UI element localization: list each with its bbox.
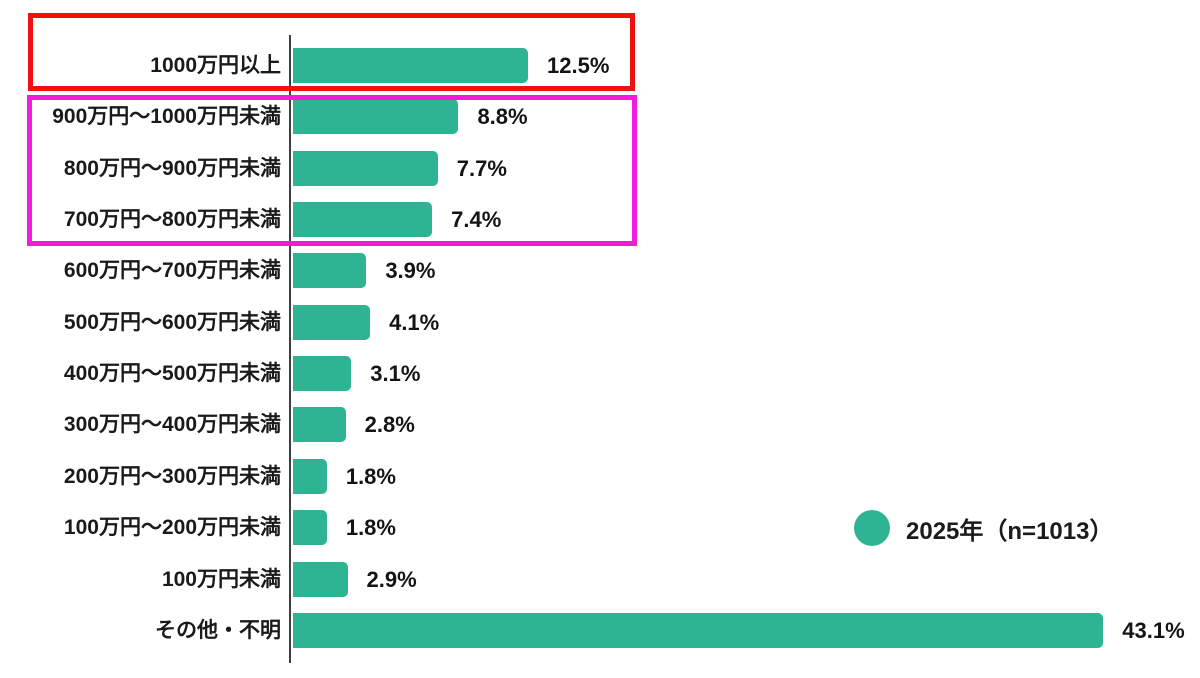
bar <box>293 48 528 83</box>
legend-circle-icon <box>854 510 890 546</box>
value-label: 2.9% <box>366 566 417 592</box>
bar <box>293 150 438 186</box>
category-label: 900万円～1000万円未満 <box>52 105 281 129</box>
category-label: 500万円～600万円未満 <box>63 310 281 334</box>
category-label: 700万円～800万円未満 <box>63 208 281 232</box>
highlight-box-magenta <box>27 95 637 246</box>
bar <box>293 253 367 289</box>
category-label: 300万円～400万円未満 <box>63 413 281 437</box>
bar <box>293 561 348 597</box>
bar <box>293 356 352 392</box>
value-label: 4.1% <box>389 309 440 335</box>
category-label: 1000万円以上 <box>150 54 281 77</box>
legend-label: 2025年（n=1013） <box>906 517 1114 545</box>
value-label: 7.4% <box>451 207 502 233</box>
value-label: 3.9% <box>385 258 436 284</box>
bar <box>293 510 327 546</box>
value-label: 8.8% <box>477 104 528 130</box>
category-label: 200万円～300万円未満 <box>63 464 281 488</box>
value-label: 7.7% <box>456 155 507 181</box>
category-label: 800万円～900万円未満 <box>63 156 281 180</box>
bar <box>293 304 371 340</box>
category-label: 400万円～500万円未満 <box>63 362 281 386</box>
category-label: 100万円未満 <box>161 567 281 591</box>
highlight-box-red <box>28 13 635 91</box>
category-label: 100万円～200万円未満 <box>63 516 281 540</box>
y-axis-line <box>289 35 291 663</box>
category-label: その他・不明 <box>155 618 281 642</box>
bar <box>293 407 346 443</box>
value-label: 1.8% <box>345 463 396 489</box>
bar <box>293 458 327 494</box>
value-label: 2.8% <box>364 412 415 438</box>
bar <box>293 99 459 135</box>
legend: 2025年（n=1013） <box>854 510 1113 546</box>
value-label: 1.8% <box>345 515 396 541</box>
value-label: 43.1% <box>1122 617 1185 643</box>
value-label: 3.1% <box>370 361 421 387</box>
category-label: 600万円～700万円未満 <box>63 259 281 283</box>
value-label: 12.5% <box>547 53 610 78</box>
bar <box>293 612 1104 648</box>
bar <box>293 202 433 238</box>
